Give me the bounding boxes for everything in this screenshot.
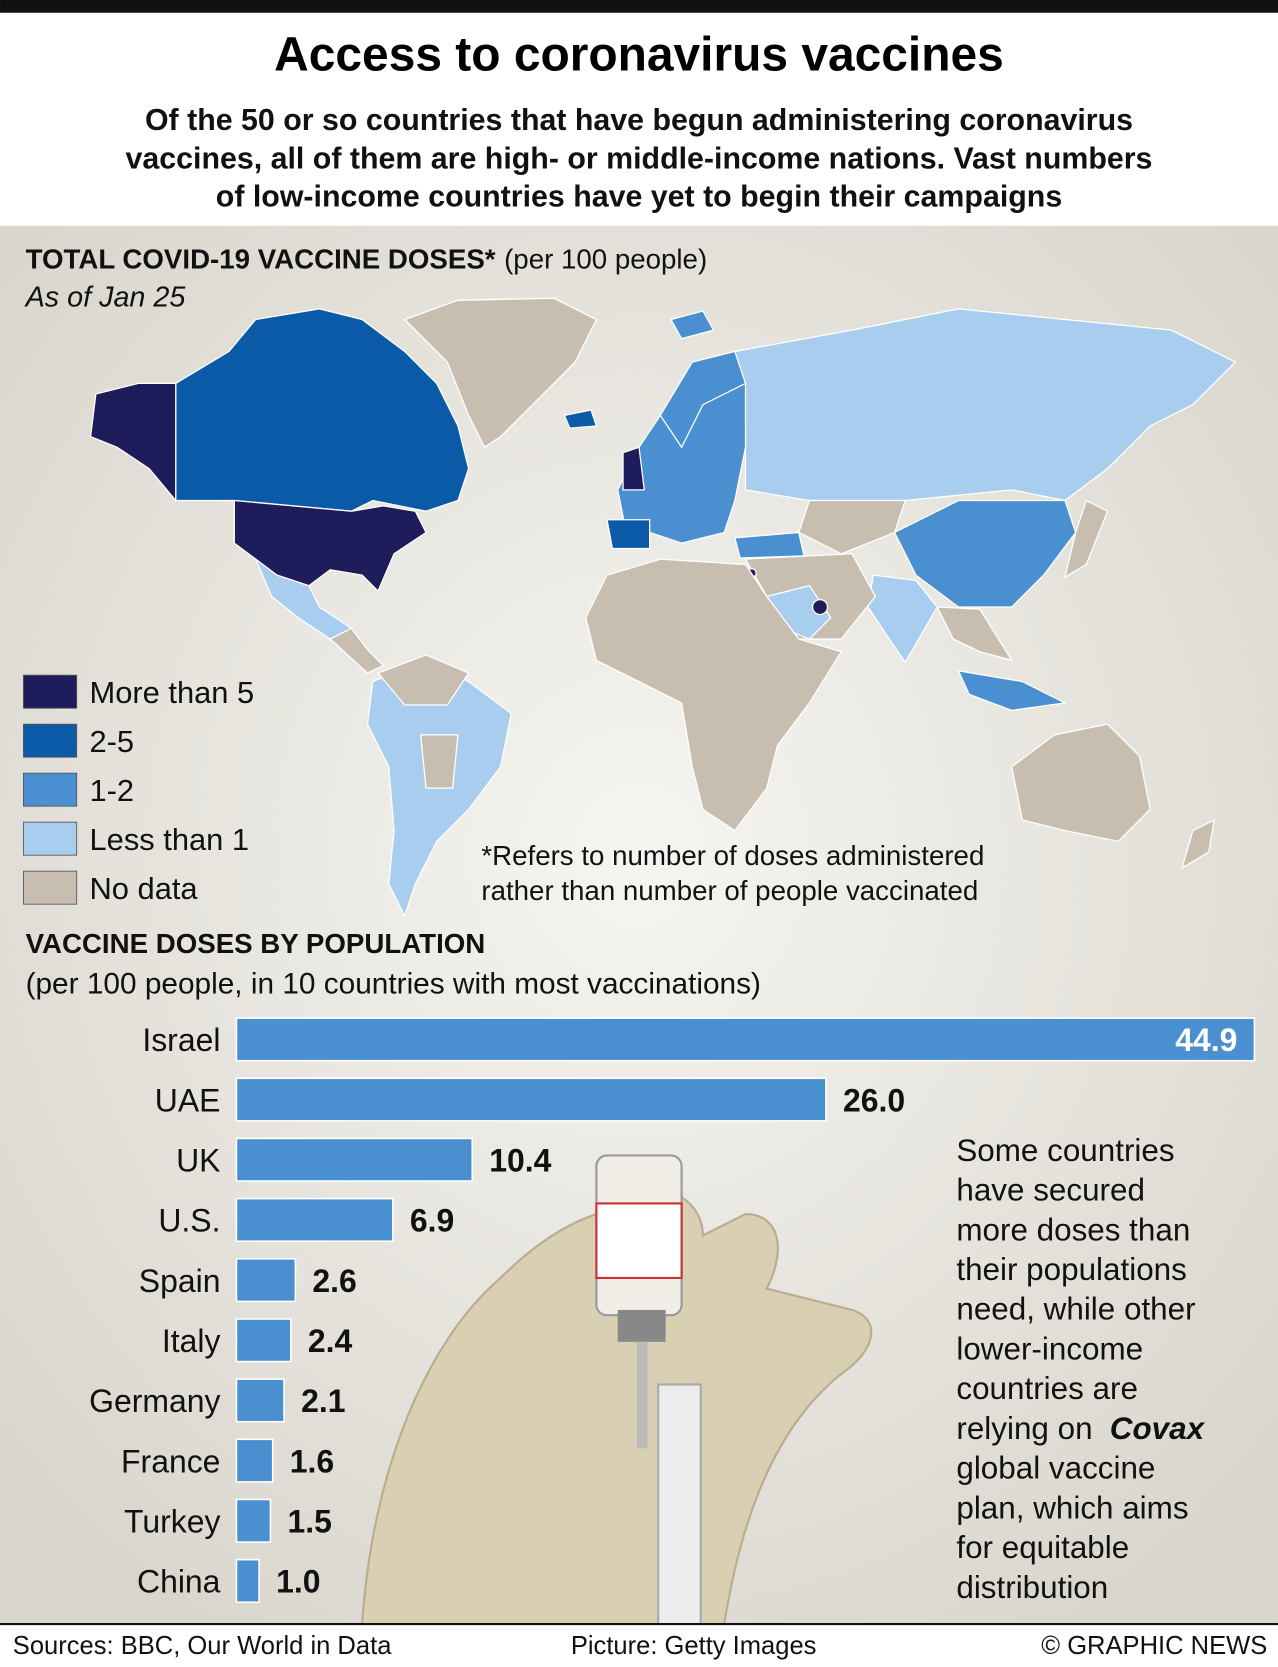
footer-credit: © GRAPHIC NEWS: [1041, 1632, 1267, 1660]
chart-subtitle: (per 100 people, in 10 countries with mo…: [26, 968, 761, 1001]
sidebar-line: relying on Covax: [956, 1411, 1205, 1446]
country-region: [606, 519, 651, 550]
sidebar-line: lower-income: [956, 1331, 1143, 1366]
country-region: [419, 734, 459, 789]
country-region: [867, 574, 938, 664]
bar: [235, 1498, 272, 1543]
category-label: UK: [176, 1142, 220, 1178]
sidebar-line: Some countries: [956, 1133, 1174, 1168]
map-footnote: rather than number of people vaccinated: [481, 875, 978, 906]
chart-title: VACCINE DOSES BY POPULATION: [26, 928, 486, 959]
country-region: [1011, 723, 1151, 843]
country-region: [734, 308, 1237, 502]
country-region: [797, 499, 907, 555]
sidebar-line: their populations: [956, 1252, 1186, 1287]
sidebar-line: for equitable: [956, 1530, 1129, 1565]
country-region: [1064, 499, 1109, 579]
value-label: 1.6: [290, 1443, 334, 1479]
category-label: U.S.: [158, 1203, 220, 1239]
country-region: [377, 654, 470, 706]
map-date: As of Jan 25: [24, 282, 187, 314]
country-region: [329, 627, 385, 674]
bar: [235, 1197, 394, 1243]
country-region: [659, 350, 747, 449]
bar: [235, 1318, 292, 1363]
map-title-text: TOTAL COVID-19 VACCINE DOSES*: [26, 243, 496, 274]
footer-background: [0, 1624, 1278, 1667]
country-region: [893, 499, 1077, 608]
category-label: Israel: [142, 1022, 220, 1058]
country-region: [957, 670, 1068, 711]
bar-chart: Israel 44.9 UAE 26.0 UK 10.4 U.S. 6.9 Spain 2.6 It…: [89, 1017, 1256, 1604]
country-region: [669, 310, 715, 340]
country-region: [89, 382, 177, 503]
category-label: UAE: [155, 1082, 221, 1118]
legend-label: 1-2: [89, 773, 134, 808]
title: Access to coronavirus vaccines: [274, 28, 1004, 81]
bar: [235, 1257, 297, 1303]
sidebar-line: need, while other: [956, 1292, 1195, 1327]
world-map: [89, 297, 1237, 918]
bar: [235, 1017, 1256, 1062]
map-title-unit: (per 100 people): [504, 243, 707, 274]
legend-swatch: [23, 772, 78, 807]
bar: [235, 1438, 274, 1483]
legend-swatch: [23, 870, 78, 905]
country-region: [403, 297, 598, 449]
bar: [235, 1558, 260, 1604]
bar: [235, 1137, 474, 1182]
vaccine-photo: [360, 1154, 873, 1626]
sidebar-line: more doses than: [956, 1212, 1190, 1247]
value-label: 10.4: [489, 1142, 551, 1178]
sidebar-line: global vaccine: [956, 1451, 1155, 1486]
country-region: [936, 606, 1014, 662]
sidebar-emphasis: Covax: [1110, 1411, 1206, 1446]
value-label: 26.0: [843, 1082, 905, 1118]
legend-label: No data: [89, 871, 198, 906]
category-label: China: [137, 1564, 221, 1600]
sidebar-line: distribution: [956, 1570, 1108, 1605]
country-region: [734, 531, 805, 559]
legend-label: 2-5: [89, 724, 134, 759]
map-footnote: *Refers to number of doses administered: [481, 840, 984, 871]
value-label: 2.6: [312, 1263, 356, 1299]
sidebar-line: have secured: [956, 1173, 1145, 1208]
country-region: [585, 558, 843, 832]
category-label: Italy: [162, 1323, 221, 1359]
category-label: Turkey: [124, 1503, 220, 1539]
sidebar-line: plan, which aims: [956, 1490, 1188, 1525]
bar: [235, 1378, 285, 1423]
country-region: [1181, 818, 1215, 870]
category-label: Germany: [89, 1383, 220, 1419]
subtitle: vaccines, all of them are high- or middl…: [126, 142, 1153, 175]
category-label: France: [121, 1443, 220, 1479]
country-region: [811, 598, 829, 616]
country-region: [622, 446, 646, 491]
country-region: [563, 409, 598, 429]
sidebar-line: countries are: [956, 1371, 1138, 1406]
value-label: 1.5: [287, 1503, 331, 1539]
value-label: 6.9: [410, 1203, 454, 1239]
legend-swatch: [23, 674, 78, 709]
legend-swatch: [23, 821, 78, 856]
footer-picture: Picture: Getty Images: [571, 1632, 817, 1660]
legend-swatch: [23, 723, 78, 758]
category-label: Spain: [139, 1263, 221, 1299]
map-title: TOTAL COVID-19 VACCINE DOSES* (per 100 pe…: [26, 243, 708, 274]
value-label: 1.0: [276, 1564, 320, 1600]
legend-label: Less than 1: [89, 822, 249, 857]
subtitle: of low-income countries have yet to begi…: [216, 181, 1062, 214]
sidebar-text: relying on: [956, 1411, 1101, 1446]
value-label: 2.1: [301, 1383, 345, 1419]
map-legend: More than 5 2-5 1-2 Less than 1 No data: [23, 674, 254, 906]
value-label: 44.9: [1175, 1022, 1237, 1058]
footer-sources: Sources: BBC, Our World in Data: [13, 1632, 392, 1660]
legend-label: More than 5: [89, 675, 254, 710]
top-rule: [0, 0, 1278, 13]
value-label: 2.4: [308, 1323, 353, 1359]
bar: [235, 1077, 827, 1122]
sidebar: Some countries have secured more doses tha…: [956, 1133, 1205, 1605]
subtitle: Of the 50 or so countries that have begu…: [145, 104, 1133, 137]
